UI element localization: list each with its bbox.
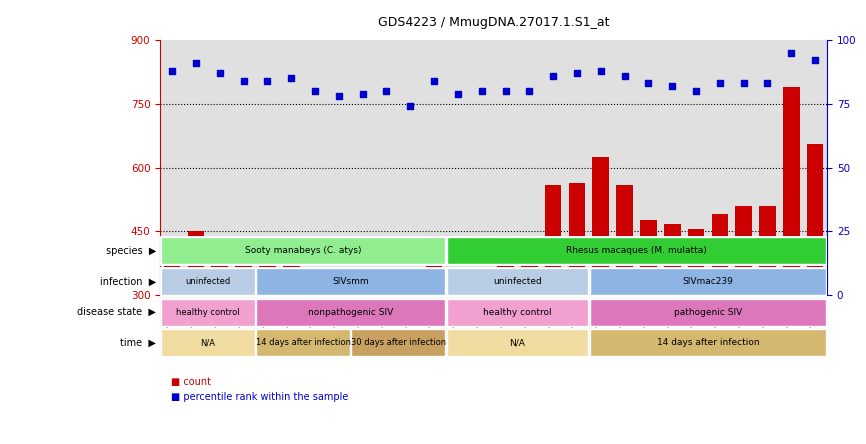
Text: infection  ▶: infection ▶ [100, 277, 156, 286]
Point [570, 70, 584, 77]
Bar [259, 261, 275, 295]
Point [284, 75, 298, 82]
Point [665, 83, 679, 90]
Bar [426, 266, 443, 295]
Point [499, 87, 513, 95]
Point [475, 87, 488, 95]
Bar [211, 257, 228, 295]
Bar [590, 299, 826, 325]
Bar [447, 268, 588, 295]
Text: species  ▶: species ▶ [106, 246, 156, 256]
Point [760, 80, 774, 87]
Bar [640, 219, 656, 295]
Bar [161, 268, 255, 295]
Text: healthy control: healthy control [176, 308, 240, 317]
Bar [447, 299, 588, 325]
Point [308, 87, 322, 95]
Bar [497, 263, 514, 295]
Bar [447, 238, 826, 264]
Point [713, 80, 727, 87]
Bar [161, 238, 445, 264]
Bar [664, 224, 681, 295]
Point [594, 67, 608, 74]
Point [213, 70, 227, 77]
Point [404, 103, 417, 110]
Bar [712, 214, 728, 295]
Bar [521, 259, 538, 295]
Text: uninfected: uninfected [493, 277, 542, 286]
Text: 30 days after infection: 30 days after infection [351, 338, 446, 347]
Bar [236, 266, 252, 295]
Point [785, 49, 798, 56]
Point [451, 90, 465, 97]
Bar [474, 274, 490, 295]
Text: SIVmac239: SIVmac239 [682, 277, 734, 286]
Text: ■ count: ■ count [171, 377, 210, 387]
Point [617, 72, 631, 79]
Bar [354, 282, 371, 295]
Point [546, 72, 560, 79]
Bar [161, 329, 255, 356]
Text: SIVsmm: SIVsmm [333, 277, 369, 286]
Bar [759, 206, 776, 295]
Point [522, 87, 536, 95]
Bar [617, 186, 633, 295]
Point [427, 77, 441, 84]
Text: ■ percentile rank within the sample: ■ percentile rank within the sample [171, 392, 348, 402]
Bar [807, 144, 824, 295]
Text: Sooty manabeys (C. atys): Sooty manabeys (C. atys) [245, 246, 361, 255]
Bar [449, 270, 466, 295]
Point [332, 93, 346, 100]
Text: pathogenic SIV: pathogenic SIV [674, 308, 742, 317]
Bar [164, 240, 180, 295]
Text: GDS4223 / MmugDNA.27017.1.S1_at: GDS4223 / MmugDNA.27017.1.S1_at [378, 16, 610, 29]
Text: nonpathogenic SIV: nonpathogenic SIV [308, 308, 393, 317]
Point [737, 80, 751, 87]
Bar [307, 274, 323, 295]
Point [689, 87, 703, 95]
Text: 14 days after infection: 14 days after infection [656, 338, 759, 347]
Bar [188, 231, 204, 295]
Point [261, 77, 275, 84]
Point [642, 80, 656, 87]
Text: disease state  ▶: disease state ▶ [77, 307, 156, 317]
Point [379, 87, 393, 95]
Text: N/A: N/A [200, 338, 216, 347]
Text: time  ▶: time ▶ [120, 338, 156, 348]
Bar [256, 329, 350, 356]
Bar [256, 299, 445, 325]
Bar [447, 329, 588, 356]
Bar [283, 257, 300, 295]
Bar [569, 182, 585, 295]
Bar [590, 329, 826, 356]
Bar [256, 268, 445, 295]
Point [808, 57, 822, 64]
Bar [378, 278, 395, 295]
Bar [352, 329, 445, 356]
Bar [688, 229, 704, 295]
Bar [735, 206, 752, 295]
Point [356, 90, 370, 97]
Bar [592, 157, 609, 295]
Bar [783, 87, 799, 295]
Bar [545, 186, 561, 295]
Text: healthy control: healthy control [483, 308, 552, 317]
Text: Rhesus macaques (M. mulatta): Rhesus macaques (M. mulatta) [566, 246, 707, 255]
Text: uninfected: uninfected [185, 277, 230, 286]
Text: N/A: N/A [509, 338, 526, 347]
Text: 14 days after infection: 14 days after infection [255, 338, 351, 347]
Bar [590, 268, 826, 295]
Point [236, 77, 250, 84]
Bar [331, 282, 347, 295]
Bar [402, 293, 418, 295]
Bar [161, 299, 255, 325]
Point [165, 67, 179, 74]
Point [189, 59, 203, 67]
